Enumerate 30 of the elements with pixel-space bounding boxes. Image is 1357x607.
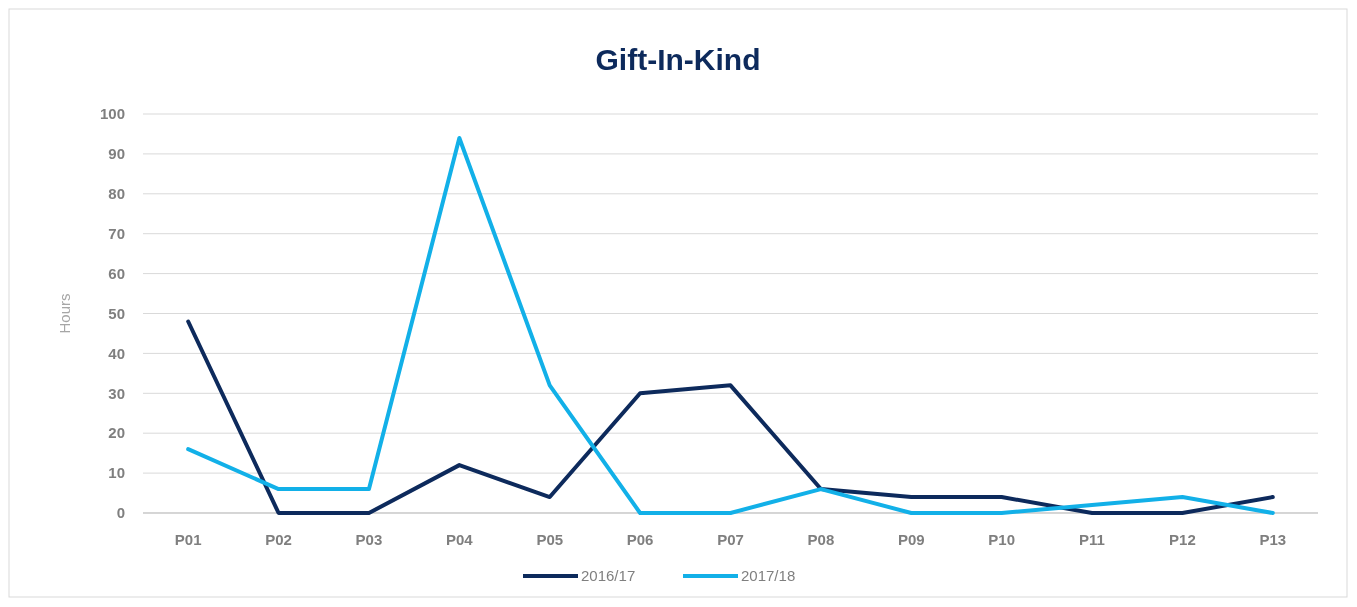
y-tick-label: 100 — [99, 105, 125, 123]
line-series — [186, 319, 1275, 515]
x-tick-label: P10 — [988, 531, 1016, 548]
x-tick-label: P03 — [355, 531, 383, 548]
x-tick-label: P07 — [717, 531, 744, 548]
y-tick-label: 10 — [108, 464, 125, 482]
y-tick-label: 60 — [108, 264, 125, 282]
x-tick-label: P04 — [445, 531, 474, 548]
y-axis-title: Hours — [56, 293, 73, 334]
y-tick-label: 30 — [108, 384, 125, 402]
legend-label: 2017/18 — [741, 567, 796, 585]
y-tick-label: 50 — [108, 304, 125, 322]
x-tick-label: P11 — [1079, 531, 1105, 548]
x-tick-label: P12 — [1169, 531, 1196, 548]
x-tick-label: P08 — [807, 531, 835, 548]
x-tick-label: P05 — [536, 531, 564, 548]
y-tick-label: 20 — [108, 424, 125, 442]
y-tick-label: 0 — [116, 504, 125, 522]
y-tick-label: 80 — [108, 185, 125, 203]
line-series — [186, 135, 1275, 515]
x-tick-label: P02 — [265, 531, 292, 548]
y-tick-label: 70 — [108, 224, 125, 242]
legend-label: 2016/17 — [581, 567, 636, 585]
y-tick-label: 90 — [108, 145, 125, 163]
x-tick-label: P06 — [626, 531, 654, 548]
y-tick-label: 40 — [108, 344, 125, 362]
x-tick-label: P13 — [1259, 531, 1287, 548]
x-tick-label: P01 — [174, 531, 202, 548]
x-tick-label: P09 — [897, 531, 925, 548]
chart-title: Gift-In-Kind — [595, 43, 761, 76]
